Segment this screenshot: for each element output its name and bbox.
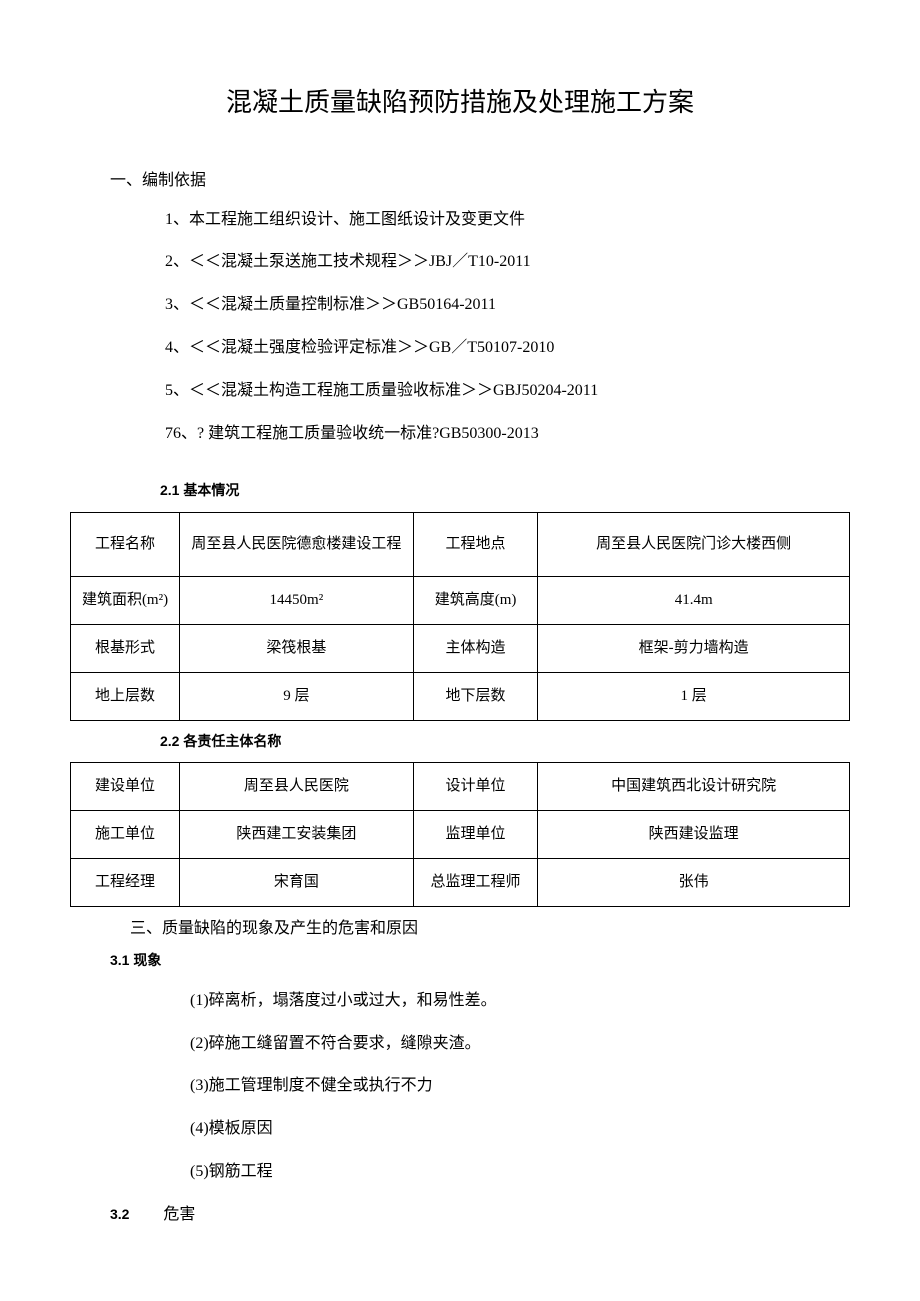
table-cell: 工程地点 — [413, 512, 538, 576]
table-cell: 9 层 — [180, 672, 414, 720]
sub-3-1-label: 3.1 现象 — [110, 948, 850, 973]
table-cell: 工程名称 — [71, 512, 180, 576]
phenomenon-item: (1)碎离析，塌落度过小或过大，和易性差。 — [190, 987, 850, 1016]
table-cell: 地下层数 — [413, 672, 538, 720]
table-row: 施工单位 陕西建工安装集团 监理单位 陕西建设监理 — [71, 810, 850, 858]
basic-info-table: 工程名称 周至县人民医院德愈楼建设工程 工程地点 周至县人民医院门诊大楼西侧 建… — [70, 512, 850, 721]
section-3-header: 三、质量缺陷的现象及产生的危害和原因 — [130, 915, 850, 944]
table-1-header: 2.1 基本情况 — [160, 478, 850, 503]
table-cell: 宋育国 — [180, 858, 414, 906]
table-cell: 周至县人民医院 — [180, 762, 414, 810]
table-row: 工程名称 周至县人民医院德愈楼建设工程 工程地点 周至县人民医院门诊大楼西侧 — [71, 512, 850, 576]
sub-3-2-number: 3.2 — [110, 1206, 129, 1222]
phenomenon-item: (5)钢筋工程 — [190, 1158, 850, 1187]
table-2-header: 2.2 各责任主体名称 — [160, 729, 850, 754]
document-title: 混凝土质量缺陷预防措施及处理施工方案 — [70, 80, 850, 127]
sub-3-2-text: 危害 — [163, 1206, 195, 1223]
phenomenon-item: (2)碎施工缝留置不符合要求，缝隙夹渣。 — [190, 1030, 850, 1059]
sub-3-2-label: 3.2 危害 — [110, 1201, 850, 1230]
table-row: 地上层数 9 层 地下层数 1 层 — [71, 672, 850, 720]
table-cell: 周至县人民医院门诊大楼西侧 — [538, 512, 850, 576]
table-cell: 41.4m — [538, 576, 850, 624]
table-cell: 梁筏根基 — [180, 624, 414, 672]
table-cell: 监理单位 — [413, 810, 538, 858]
table-cell: 陕西建工安装集团 — [180, 810, 414, 858]
table-cell: 中国建筑西北设计研究院 — [538, 762, 850, 810]
table-cell: 建筑面积(m²) — [71, 576, 180, 624]
table-cell: 14450m² — [180, 576, 414, 624]
basis-item: 2、＜＜混凝土泵送施工技术规程＞＞JBJ／T10-2011 — [165, 248, 850, 277]
table-cell: 张伟 — [538, 858, 850, 906]
phenomenon-item: (4)模板原因 — [190, 1115, 850, 1144]
table-row: 根基形式 梁筏根基 主体构造 框架-剪力墙构造 — [71, 624, 850, 672]
table-cell: 周至县人民医院德愈楼建设工程 — [180, 512, 414, 576]
phenomenon-item: (3)施工管理制度不健全或执行不力 — [190, 1072, 850, 1101]
table-cell: 设计单位 — [413, 762, 538, 810]
table-cell: 施工单位 — [71, 810, 180, 858]
table-row: 建筑面积(m²) 14450m² 建筑高度(m) 41.4m — [71, 576, 850, 624]
table-cell: 总监理工程师 — [413, 858, 538, 906]
basis-item: 5、＜＜混凝土构造工程施工质量验收标准＞＞GBJ50204-2011 — [165, 377, 850, 406]
section-1-header: 一、编制依据 — [110, 167, 850, 196]
basis-item: 3、＜＜混凝土质量控制标准＞＞GB50164-2011 — [165, 291, 850, 320]
table-cell: 1 层 — [538, 672, 850, 720]
table-cell: 工程经理 — [71, 858, 180, 906]
table-cell: 建设单位 — [71, 762, 180, 810]
table-row: 工程经理 宋育国 总监理工程师 张伟 — [71, 858, 850, 906]
table-cell: 主体构造 — [413, 624, 538, 672]
responsibility-table: 建设单位 周至县人民医院 设计单位 中国建筑西北设计研究院 施工单位 陕西建工安… — [70, 762, 850, 907]
table-cell: 陕西建设监理 — [538, 810, 850, 858]
table-cell: 建筑高度(m) — [413, 576, 538, 624]
table-cell: 根基形式 — [71, 624, 180, 672]
table-cell: 框架-剪力墙构造 — [538, 624, 850, 672]
basis-item: 4、＜＜混凝土强度检验评定标准＞＞GB／T50107-2010 — [165, 334, 850, 363]
table-cell: 地上层数 — [71, 672, 180, 720]
basis-item: 76、? 建筑工程施工质量验收统一标准?GB50300-2013 — [165, 420, 850, 449]
table-row: 建设单位 周至县人民医院 设计单位 中国建筑西北设计研究院 — [71, 762, 850, 810]
basis-item: 1、本工程施工组织设计、施工图纸设计及变更文件 — [165, 206, 850, 235]
